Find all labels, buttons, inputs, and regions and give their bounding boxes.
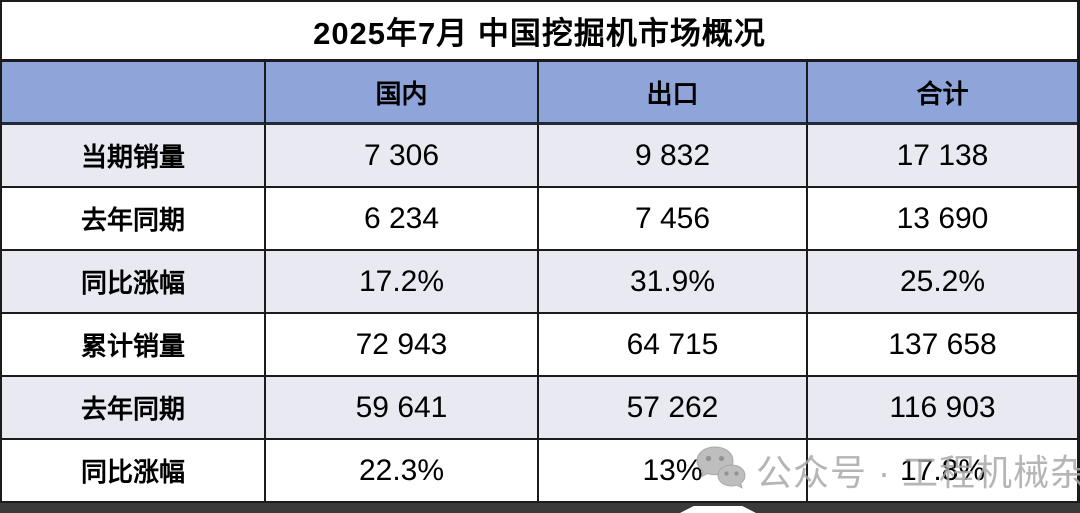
table-title: 2025年7月 中国挖掘机市场概况 xyxy=(0,0,1080,62)
row-label-current-sales: 当期销量 xyxy=(2,125,266,188)
header-cell-domestic: 国内 xyxy=(266,62,539,125)
table-cell: 137 658 xyxy=(808,314,1077,377)
table-cell: 25.2% xyxy=(808,251,1077,314)
pull-handle xyxy=(680,506,756,513)
table-cell: 116 903 xyxy=(808,377,1077,440)
data-table: 国内 出口 合计 当期销量 7 306 9 832 17 138 去年同期 6 … xyxy=(0,62,1080,503)
header-cell-total: 合计 xyxy=(808,62,1077,125)
header-cell-blank xyxy=(2,62,266,125)
header-cell-export: 出口 xyxy=(539,62,808,125)
table-cell: 17.8% xyxy=(808,440,1077,503)
table-cell: 13 690 xyxy=(808,188,1077,251)
table-cell: 13% xyxy=(539,440,808,503)
table-cell: 17.2% xyxy=(266,251,539,314)
table-cell: 64 715 xyxy=(539,314,808,377)
table-cell: 7 456 xyxy=(539,188,808,251)
table-cell: 9 832 xyxy=(539,125,808,188)
table-cell: 6 234 xyxy=(266,188,539,251)
row-label-last-year-period-1: 去年同期 xyxy=(2,188,266,251)
row-label-last-year-period-2: 去年同期 xyxy=(2,377,266,440)
row-label-cumulative-sales: 累计销量 xyxy=(2,314,266,377)
table-cell: 59 641 xyxy=(266,377,539,440)
table-cell: 22.3% xyxy=(266,440,539,503)
row-label-yoy-growth-2: 同比涨幅 xyxy=(2,440,266,503)
row-label-yoy-growth-1: 同比涨幅 xyxy=(2,251,266,314)
table-cell: 31.9% xyxy=(539,251,808,314)
table-cell: 72 943 xyxy=(266,314,539,377)
bottom-bar xyxy=(0,503,1080,513)
table-cell: 57 262 xyxy=(539,377,808,440)
table-cell: 7 306 xyxy=(266,125,539,188)
table-cell: 17 138 xyxy=(808,125,1077,188)
